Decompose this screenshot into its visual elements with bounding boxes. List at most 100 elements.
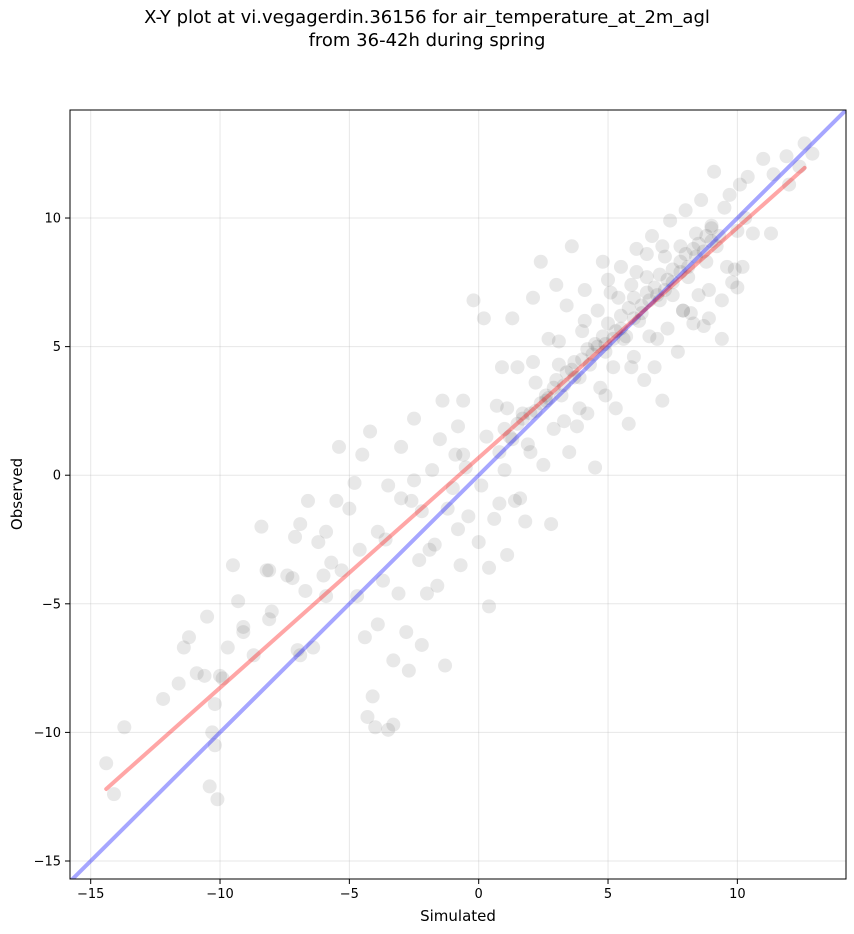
chart-title-line-1: X-Y plot at vi.vegagerdin.36156 for air_… [144,7,710,28]
data-point [585,347,600,362]
data-point [562,445,577,460]
data-point [225,558,240,573]
data-point [461,509,476,524]
data-point [588,337,603,352]
data-point [319,524,334,539]
x-tick-label: 0 [475,887,483,902]
data-point [624,360,639,375]
data-point [714,331,729,346]
data-point [526,355,541,370]
data-point [482,599,497,614]
data-point [616,331,631,346]
data-point [626,290,641,305]
data-point [482,560,497,575]
data-point [637,373,652,388]
data-point [655,393,670,408]
data-point [621,301,636,316]
data-point [714,293,729,308]
data-point [694,193,709,208]
data-point [598,337,613,352]
data-point [394,439,409,454]
data-point [505,432,520,447]
data-point [701,283,716,298]
data-point [448,447,463,462]
data-point [352,542,367,557]
data-point [523,445,538,460]
data-point [642,293,657,308]
data-point [474,478,489,493]
data-point [246,648,261,663]
data-point [639,285,654,300]
data-point [533,396,548,411]
data-point [407,473,422,488]
data-point [523,406,538,421]
data-point [551,357,566,372]
grid-lines [70,110,846,879]
data-point [293,517,308,532]
data-point [725,275,740,290]
data-point [691,288,706,303]
data-point [438,658,453,673]
data-point [202,779,217,794]
y-tick-label: −5 [42,597,61,612]
data-point [381,478,396,493]
data-point [254,519,269,534]
data-point [316,568,331,583]
data-point [792,159,807,174]
data-point [590,339,605,354]
data-point [306,640,321,655]
data-point [293,648,308,663]
data-point [458,460,473,475]
data-point [334,563,349,578]
data-point [720,259,735,274]
data-point [332,439,347,454]
fit-lines [70,110,846,879]
data-point [451,522,465,537]
data-point [422,542,437,557]
y-tick-label: 0 [53,469,61,484]
data-point [663,213,678,228]
data-point [727,262,742,277]
data-point [324,555,339,570]
x-tick-label: −5 [340,887,359,902]
data-point [670,344,685,359]
data-point [678,203,693,218]
data-point [200,609,215,624]
data-point [546,380,561,395]
data-point [533,254,548,269]
data-point [363,424,378,439]
data-point [632,313,647,328]
data-point [414,504,429,519]
data-point [681,259,696,274]
data-point [647,280,662,295]
data-point [259,563,274,578]
scatter-points [99,136,820,807]
data-point [391,586,406,601]
data-point [567,370,582,385]
data-point [360,709,375,724]
data-point [117,720,132,735]
data-point [453,558,468,573]
x-tick-label: 5 [604,887,612,902]
data-point [515,411,530,426]
data-point [513,491,528,506]
data-point [613,308,628,323]
data-point [639,247,654,262]
y-axis-ticks: −15 −10 −5 0 5 10 [34,212,70,869]
data-point [665,275,680,290]
data-point [176,640,191,655]
data-point [456,447,471,462]
data-point [264,604,279,619]
data-point [611,290,626,305]
data-point [621,416,636,431]
data-point [660,321,675,336]
data-point [365,689,380,704]
data-point [526,290,541,305]
data-point [601,272,616,287]
data-point [99,756,114,771]
data-point [432,432,447,447]
data-point [575,352,590,367]
data-point [231,594,246,609]
data-point [300,493,315,508]
data-point [735,259,750,274]
